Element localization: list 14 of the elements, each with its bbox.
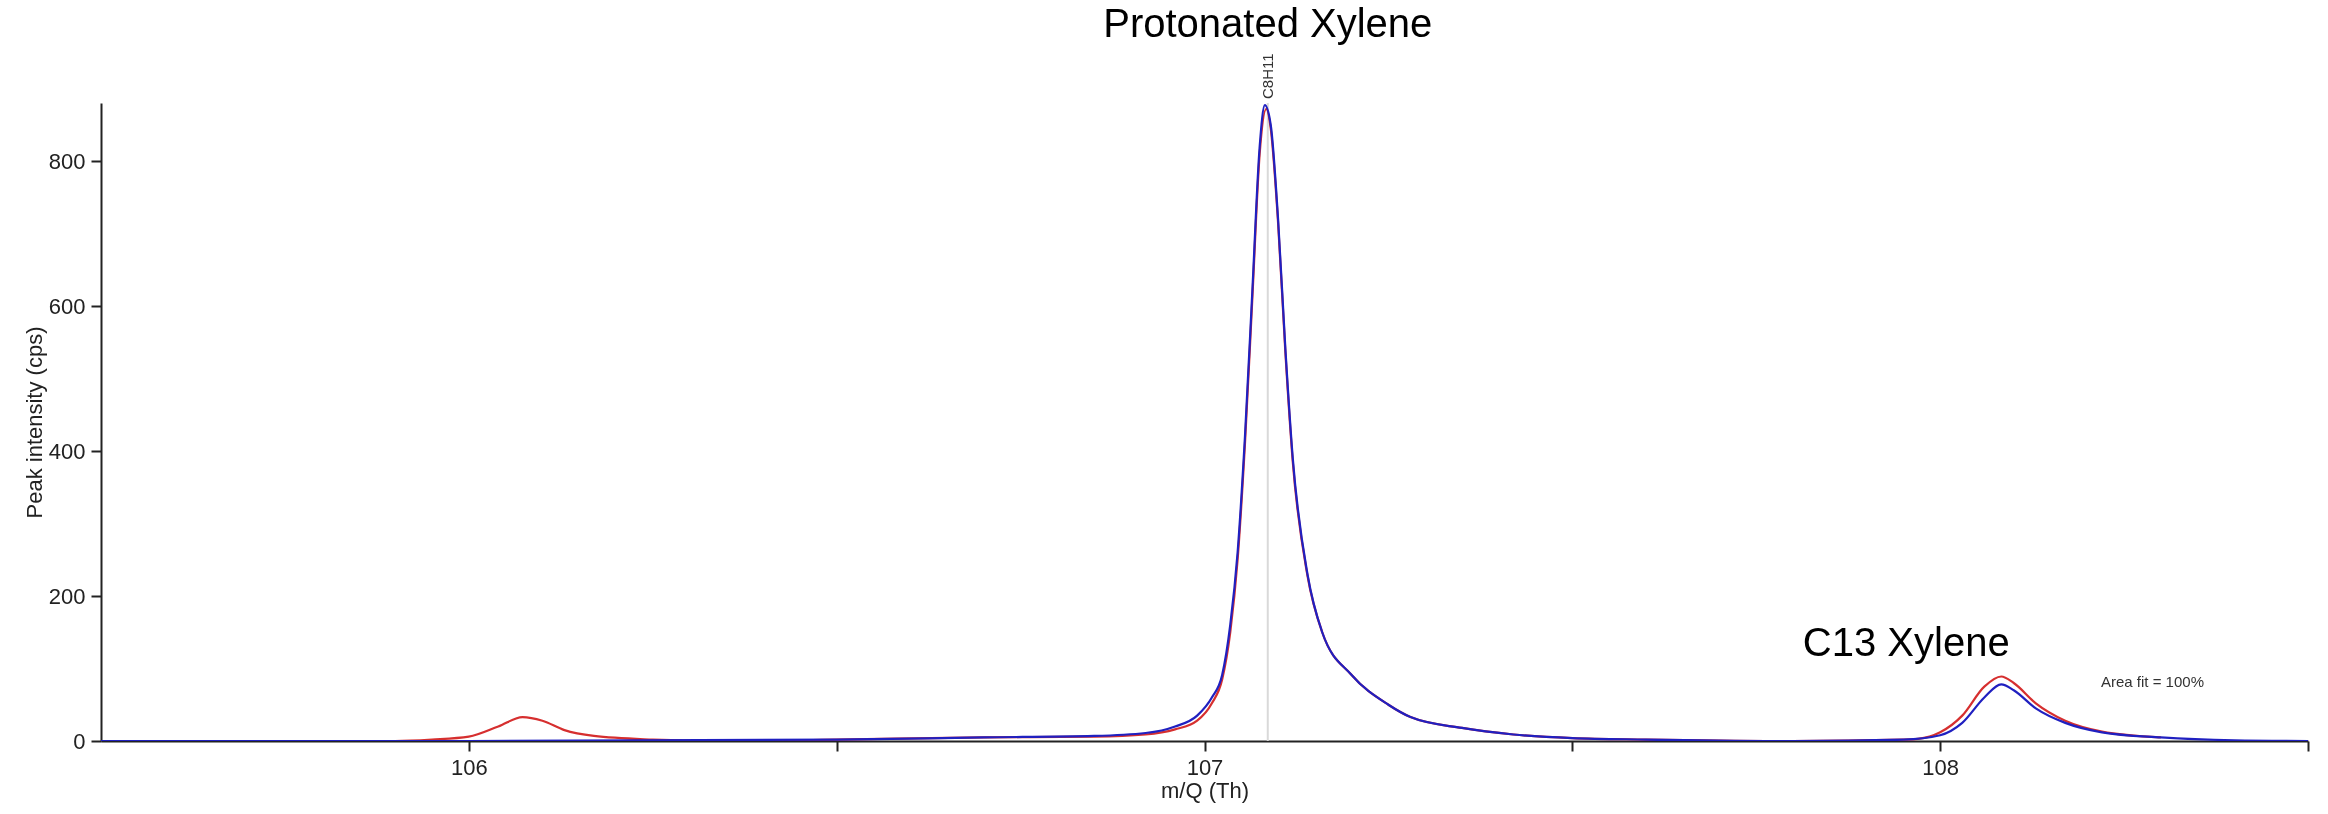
y-tick-label: 800 xyxy=(48,148,86,174)
y-tick-label: 0 xyxy=(73,728,86,754)
x-axis-title: m/Q (Th) xyxy=(1161,777,1249,803)
y-tick-label: 600 xyxy=(48,293,86,319)
ref-line-label: C8H11 xyxy=(1258,53,1276,99)
x-tick-label: 107 xyxy=(1186,754,1224,780)
annotation: Area fit = 100% xyxy=(2101,673,2204,690)
y-tick-label: 400 xyxy=(48,438,86,464)
y-tick-label: 200 xyxy=(48,583,86,609)
x-tick-label: 106 xyxy=(450,754,488,780)
annotation: Protonated Xylene xyxy=(1103,1,1433,46)
annotation: C13 Xylene xyxy=(1802,620,2010,665)
x-tick-label: 108 xyxy=(1922,754,1960,780)
y-axis-title: Peak intensity (cps) xyxy=(21,326,47,519)
